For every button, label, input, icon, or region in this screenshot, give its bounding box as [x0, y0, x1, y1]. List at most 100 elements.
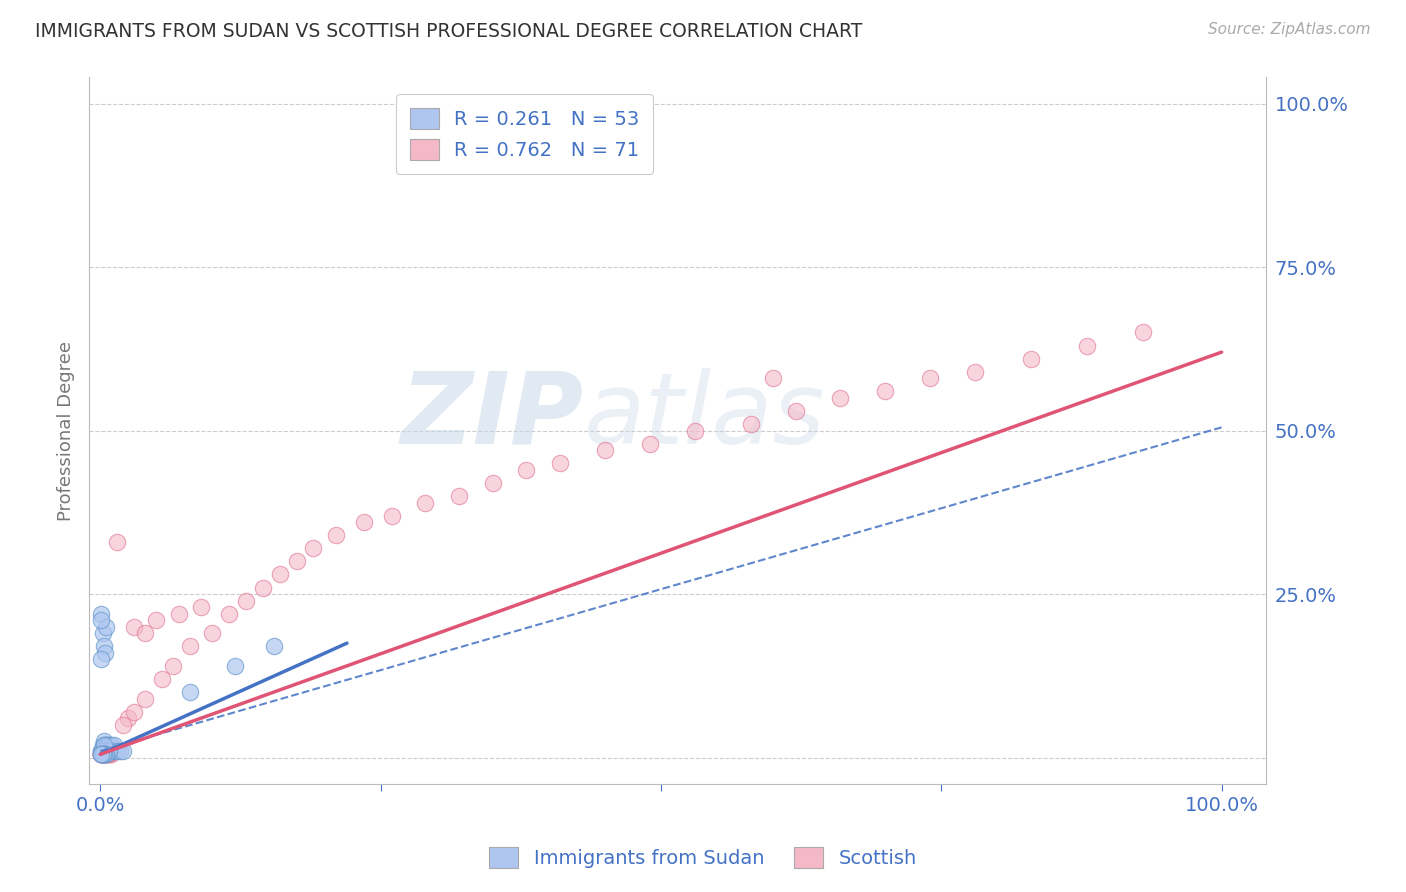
Point: [963, 365, 986, 379]
Point: [218, 607, 240, 621]
Point: [90, 747, 112, 762]
Point: [111, 718, 134, 732]
Point: [762, 371, 785, 385]
Point: [98, 747, 121, 762]
Point: [638, 436, 661, 450]
Point: [162, 659, 184, 673]
Point: [94, 745, 117, 759]
Point: [381, 508, 404, 523]
Point: [134, 626, 156, 640]
Point: [122, 620, 145, 634]
Point: [94, 747, 117, 762]
Point: [98, 744, 121, 758]
Point: [94, 646, 117, 660]
Point: [90, 747, 112, 762]
Point: [90, 747, 112, 762]
Point: [515, 463, 537, 477]
Point: [97, 745, 120, 759]
Point: [91, 738, 114, 752]
Point: [96, 747, 118, 762]
Point: [235, 593, 257, 607]
Point: [134, 691, 156, 706]
Point: [94, 738, 117, 752]
Point: [285, 554, 308, 568]
Point: [93, 738, 115, 752]
Point: [94, 744, 117, 758]
Point: [96, 747, 118, 762]
Point: [90, 607, 112, 621]
Point: [179, 685, 201, 699]
Point: [449, 489, 471, 503]
Point: [415, 495, 437, 509]
Point: [94, 740, 117, 755]
Point: [90, 747, 112, 762]
Point: [94, 747, 117, 762]
Point: [91, 747, 114, 762]
Point: [103, 744, 125, 758]
Point: [481, 475, 503, 490]
Point: [167, 607, 190, 621]
Point: [91, 740, 114, 755]
Point: [94, 744, 117, 758]
Point: [1076, 338, 1098, 352]
Point: [93, 747, 115, 762]
Point: [90, 747, 112, 762]
Point: [93, 747, 115, 762]
Text: IMMIGRANTS FROM SUDAN VS SCOTTISH PROFESSIONAL DEGREE CORRELATION CHART: IMMIGRANTS FROM SUDAN VS SCOTTISH PROFES…: [35, 22, 862, 41]
Point: [98, 738, 121, 752]
Point: [252, 581, 274, 595]
Point: [145, 613, 167, 627]
Point: [190, 600, 212, 615]
Point: [90, 747, 112, 762]
Point: [96, 744, 118, 758]
Point: [91, 626, 114, 640]
Point: [105, 534, 128, 549]
Point: [97, 744, 120, 758]
Point: [91, 745, 114, 759]
Point: [100, 745, 122, 759]
Point: [122, 705, 145, 719]
Point: [105, 744, 128, 758]
Point: [593, 443, 616, 458]
Point: [100, 747, 122, 762]
Point: [179, 640, 201, 654]
Point: [1019, 351, 1042, 366]
Point: [103, 738, 125, 752]
Point: [90, 613, 112, 627]
Point: [93, 640, 115, 654]
Point: [830, 391, 852, 405]
Legend: Immigrants from Sudan, Scottish: Immigrants from Sudan, Scottish: [479, 838, 927, 878]
Point: [920, 371, 942, 385]
Point: [94, 747, 117, 762]
Point: [117, 711, 139, 725]
Point: [90, 747, 112, 762]
Text: Source: ZipAtlas.com: Source: ZipAtlas.com: [1208, 22, 1371, 37]
Point: [100, 747, 122, 762]
Point: [548, 456, 571, 470]
Point: [93, 734, 115, 748]
Point: [263, 640, 285, 654]
Legend: R = 0.261   N = 53, R = 0.762   N = 71: R = 0.261 N = 53, R = 0.762 N = 71: [396, 95, 654, 174]
Point: [91, 747, 114, 762]
Point: [94, 747, 117, 762]
Point: [785, 404, 807, 418]
Point: [91, 747, 114, 762]
Point: [93, 747, 115, 762]
Point: [100, 738, 122, 752]
Point: [94, 747, 117, 762]
Y-axis label: Professional Degree: Professional Degree: [58, 341, 75, 521]
Point: [93, 744, 115, 758]
Point: [353, 515, 375, 529]
Point: [90, 747, 112, 762]
Point: [302, 541, 325, 556]
Point: [98, 744, 121, 758]
Point: [94, 747, 117, 762]
Point: [91, 747, 114, 762]
Point: [94, 738, 117, 752]
Point: [100, 744, 122, 758]
Point: [875, 384, 897, 399]
Point: [90, 652, 112, 666]
Point: [91, 747, 114, 762]
Point: [98, 745, 121, 759]
Point: [96, 738, 118, 752]
